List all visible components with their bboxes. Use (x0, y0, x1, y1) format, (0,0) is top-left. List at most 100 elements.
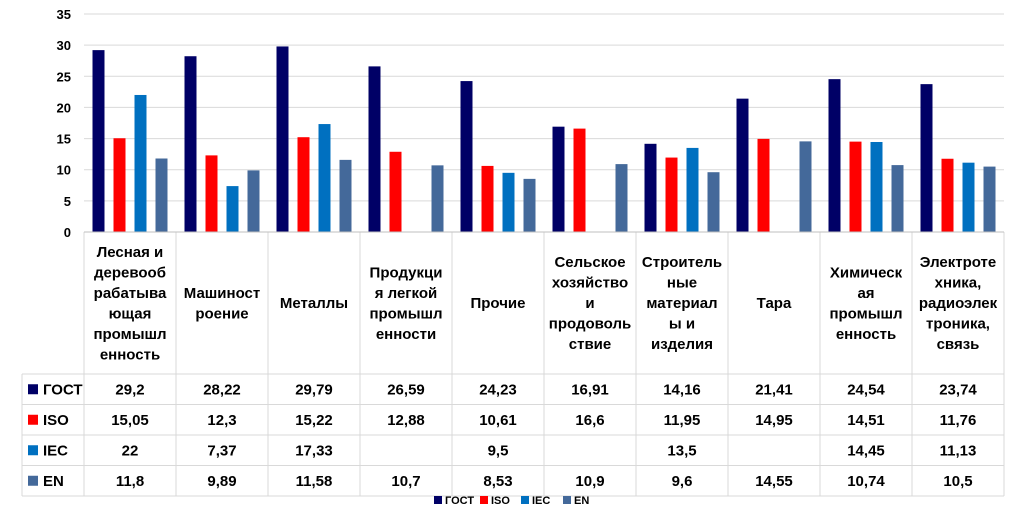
y-tick-label: 20 (57, 100, 71, 115)
table-cell: 12,88 (387, 412, 425, 429)
bar-iso (849, 141, 862, 232)
category-label: Сельское (554, 254, 625, 271)
bar-en (247, 170, 260, 232)
table-cell: 22 (122, 442, 139, 459)
table-cell: 15,22 (295, 412, 333, 429)
category-label: хника, (935, 275, 982, 292)
category-label: енность (100, 346, 160, 363)
category-label: продоволь (549, 316, 631, 333)
category-label: изделия (651, 336, 713, 353)
bar-гост (920, 84, 933, 232)
bar-гост (92, 50, 105, 232)
category-label: радиоэлек (919, 295, 998, 312)
bar-en (799, 141, 812, 232)
row-label: EN (43, 473, 64, 490)
bar-iso (389, 151, 402, 232)
bar-iso (573, 128, 586, 232)
row-label: IEC (43, 442, 68, 459)
table-cell: 10,61 (479, 412, 517, 429)
bar-iso (941, 158, 954, 232)
y-tick-label: 30 (57, 38, 71, 53)
bar-iso (481, 165, 494, 232)
y-tick-label: 10 (57, 163, 71, 178)
table-cell: 11,8 (116, 473, 144, 490)
category-label: Продукци (370, 264, 443, 281)
bar-гост (736, 98, 749, 232)
row-legend-key (28, 445, 38, 456)
bar-iso (665, 157, 678, 232)
bar-iso (113, 138, 126, 232)
legend-swatch (480, 496, 488, 504)
bar-гост (552, 126, 565, 232)
table-cell: 8,53 (483, 473, 512, 490)
row-legend-key (28, 475, 38, 486)
legend-label: EN (574, 495, 589, 507)
category-label: Электроте (920, 254, 996, 271)
legend-label: IEC (532, 495, 550, 507)
row-legend-key (28, 384, 38, 395)
bar-en (431, 165, 444, 232)
category-label: и (585, 295, 594, 312)
y-axis: 0 5 10 15 20 25 30 35 (57, 7, 71, 240)
row-label: ГОСТ (43, 381, 83, 398)
category-label: ющая (109, 305, 152, 322)
table-cell: 24,54 (847, 381, 885, 398)
gridlines (84, 13, 1004, 233)
category-label: я легкой (375, 285, 438, 302)
bar-en (339, 159, 352, 232)
table-cell: 16,6 (575, 412, 604, 429)
legend: ГОСТ ISO IEC EN (434, 495, 589, 507)
category-label: Строитель (642, 254, 722, 271)
bar-iso (205, 155, 218, 232)
bar-гост (184, 56, 197, 233)
table-cell: 11,76 (940, 412, 977, 429)
table-cell: 14,16 (663, 381, 701, 398)
table-cell: 12,3 (207, 412, 236, 429)
category-label: Тара (757, 295, 792, 312)
legend-label: ISO (491, 495, 510, 507)
table-cell: 26,59 (387, 381, 425, 398)
table-cell: 23,74 (939, 381, 977, 398)
y-tick-label: 35 (57, 7, 71, 22)
bar-iec (962, 162, 975, 232)
table-cell: 11,95 (664, 412, 701, 429)
bar-iec (134, 94, 147, 232)
bar-en (523, 178, 536, 232)
category-label: ы и (669, 316, 695, 333)
table-cell: 14,45 (847, 442, 885, 459)
table-cell: 21,41 (755, 381, 793, 398)
row-legend-key (28, 414, 38, 425)
bar-en (155, 158, 168, 232)
category-label: ные (667, 275, 697, 292)
bar-iec (686, 147, 699, 232)
bar-гост (460, 81, 473, 232)
legend-swatch (563, 496, 571, 504)
table-cell: 14,51 (847, 412, 885, 429)
table-cell: 14,55 (755, 473, 793, 490)
category-label: промышл (829, 305, 902, 322)
table-cell: 29,79 (295, 381, 333, 398)
bar-гост (368, 66, 381, 232)
row-label: ISO (43, 412, 69, 429)
category-label: енности (376, 326, 436, 343)
category-label: троника, (926, 316, 990, 333)
category-label: промышл (93, 326, 166, 343)
bar-iso (297, 137, 310, 232)
table-cell: 9,89 (207, 473, 236, 490)
table-cell: 9,6 (672, 473, 693, 490)
category-label: ствие (569, 336, 611, 353)
legend-swatch (434, 496, 442, 504)
bar-гост (276, 46, 289, 233)
y-tick-label: 0 (64, 225, 71, 240)
category-label: роение (195, 305, 248, 322)
y-tick-label: 25 (57, 69, 71, 84)
table-cell: 7,37 (207, 442, 236, 459)
table-cell: 16,91 (571, 381, 609, 398)
bar-iso (757, 138, 770, 232)
category-label: промышл (369, 305, 442, 322)
category-label: Лесная и (97, 244, 164, 261)
table-cell: 15,05 (111, 412, 149, 429)
table-cell: 10,5 (943, 473, 972, 490)
legend-label: ГОСТ (445, 495, 474, 507)
